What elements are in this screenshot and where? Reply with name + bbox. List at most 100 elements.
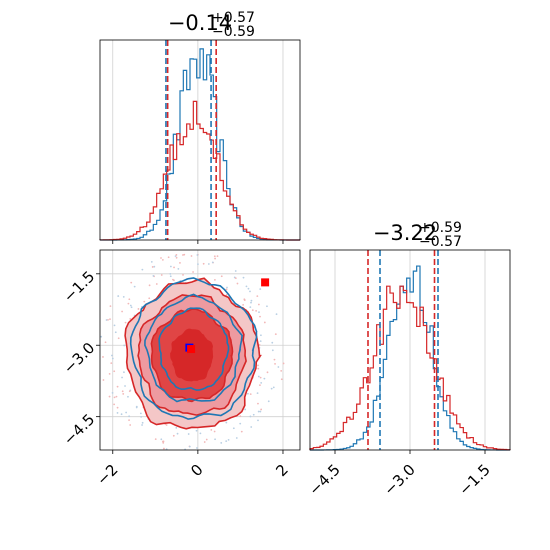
sample-point: [153, 265, 156, 268]
sample-point: [151, 266, 154, 268]
hist-title-param2-upper: +0.59: [419, 220, 462, 236]
sample-point: [255, 309, 258, 312]
sample-point: [195, 447, 198, 449]
x-tick-label: −4.5: [305, 461, 343, 499]
sample-point: [117, 295, 120, 297]
sample-point: [182, 274, 184, 276]
hist-title-param1-value: −0.14: [168, 11, 232, 35]
sample-point: [249, 306, 252, 309]
sample-point: [257, 303, 260, 306]
sample-point: [274, 333, 277, 336]
sample-point: [192, 271, 194, 273]
contour-line-blue: [158, 307, 230, 391]
sample-point: [111, 354, 113, 357]
sample-point: [120, 413, 123, 416]
sample-point: [169, 265, 172, 268]
sample-point: [234, 277, 237, 280]
sample-point: [214, 438, 216, 441]
sample-point: [260, 408, 263, 411]
hist-panel-param1: −0.14 +0.57 −0.59: [99, 10, 301, 244]
y-tick-label: −1.5: [60, 267, 98, 305]
sample-point: [109, 305, 112, 308]
sample-point: [270, 387, 273, 390]
x-tick-label: −3.0: [380, 461, 418, 499]
sample-point: [263, 377, 266, 380]
sample-point: [225, 421, 228, 424]
sample-point: [280, 369, 283, 372]
sample-point: [232, 427, 235, 430]
sample-point: [162, 441, 165, 444]
sample-point: [133, 285, 136, 288]
contour-panel-frame: [99, 249, 301, 451]
sample-point: [252, 413, 255, 416]
sample-point: [243, 298, 246, 301]
sample-point: [271, 341, 274, 344]
sample-point: [249, 415, 252, 418]
sample-point: [128, 419, 130, 422]
contour-panel: −2 0 2 −1.5 −3.0 −4.5: [60, 249, 301, 489]
sample-point: [213, 278, 216, 281]
sample-point: [263, 321, 266, 324]
sample-point: [274, 362, 276, 365]
sample-point: [211, 261, 214, 264]
sample-point: [234, 270, 237, 272]
sample-point: [104, 341, 107, 344]
sample-point: [154, 438, 157, 440]
sample-point: [177, 268, 180, 270]
sample-point: [216, 255, 219, 257]
sample-point: [260, 334, 262, 337]
sample-point: [272, 386, 275, 389]
sample-point: [160, 257, 162, 259]
sample-point: [210, 429, 213, 431]
sample-point: [257, 375, 260, 378]
contour-line-red: [150, 308, 234, 403]
sample-point: [266, 305, 268, 308]
sample-point: [213, 255, 216, 258]
sample-point: [257, 402, 259, 405]
sample-point: [259, 376, 262, 379]
sample-point: [247, 392, 249, 395]
sample-point: [259, 384, 261, 387]
contour-line-blue: [129, 277, 258, 420]
sample-point: [250, 299, 253, 302]
sample-point: [127, 302, 130, 305]
sample-point: [160, 438, 163, 441]
sample-point: [282, 362, 285, 365]
sample-point: [202, 262, 205, 265]
sample-point: [161, 259, 164, 261]
sample-point: [141, 268, 144, 271]
sample-point: [140, 416, 143, 418]
sample-point: [117, 337, 120, 340]
hist-title-param2-lower: −0.57: [419, 234, 462, 250]
sample-point: [205, 438, 208, 441]
sample-point: [271, 349, 274, 352]
sample-point: [105, 319, 108, 321]
sample-point: [249, 290, 251, 293]
sample-point: [111, 391, 114, 394]
histogram-step-line: [309, 285, 511, 451]
contour-line-red: [124, 277, 262, 430]
sample-point: [108, 372, 111, 375]
sample-point: [102, 356, 104, 358]
sample-point: [273, 358, 276, 361]
sample-point: [113, 324, 116, 327]
sample-point: [225, 288, 228, 291]
sample-point: [124, 385, 126, 387]
sample-point: [124, 321, 127, 324]
sample-point: [122, 295, 125, 298]
sample-point: [239, 415, 242, 418]
sample-point: [175, 256, 178, 259]
sample-point: [135, 405, 138, 408]
sample-point: [172, 434, 175, 437]
sample-point: [182, 254, 184, 256]
sample-point: [196, 254, 199, 256]
sample-point: [116, 412, 119, 414]
sample-point: [130, 281, 133, 284]
sample-point: [195, 429, 198, 432]
sample-point: [129, 304, 132, 307]
sample-point: [122, 393, 125, 395]
sample-point: [116, 385, 119, 388]
sample-point: [249, 393, 252, 396]
sample-point: [227, 438, 230, 441]
